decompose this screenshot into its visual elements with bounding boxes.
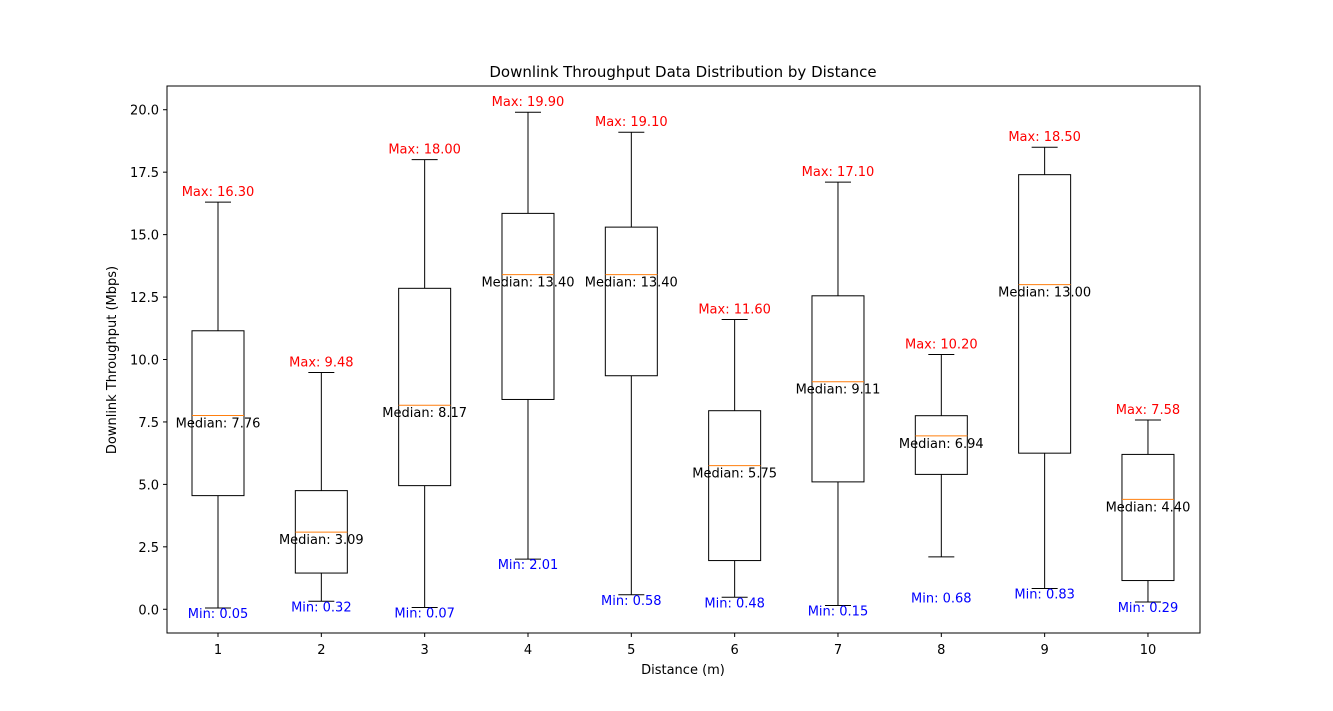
min-label: Min: 0.48 xyxy=(704,596,765,611)
y-axis-title: Downlink Throughput (Mbps) xyxy=(105,266,120,454)
x-tick-label: 5 xyxy=(627,643,635,658)
x-axis: 1 2 3 4 5 6 7 8 9 10 xyxy=(214,633,1156,658)
median-label: Median: 6.94 xyxy=(899,437,984,452)
max-label: Max: 11.60 xyxy=(698,303,771,318)
y-tick-label: 7.5 xyxy=(138,416,159,431)
min-label: Min: 0.07 xyxy=(394,607,455,622)
iqr-box xyxy=(811,295,865,483)
x-tick-label: 8 xyxy=(937,643,945,658)
y-tick-label: 5.0 xyxy=(138,478,159,493)
y-tick-label: 15.0 xyxy=(130,229,159,244)
x-axis-title: Distance (m) xyxy=(641,663,725,678)
max-label: Max: 18.00 xyxy=(388,143,461,158)
median-label: Median: 4.40 xyxy=(1106,500,1191,515)
y-tick-label: 12.5 xyxy=(130,291,159,306)
median-label: Median: 13.40 xyxy=(585,276,678,291)
median-label: Median: 7.76 xyxy=(176,416,261,431)
max-label: Max: 10.20 xyxy=(905,338,978,353)
median-label: Median: 9.11 xyxy=(796,383,881,398)
median-label: Median: 3.09 xyxy=(279,533,364,548)
min-label: Min: 0.32 xyxy=(291,600,352,615)
iqr-box xyxy=(501,212,555,400)
max-label: Max: 17.10 xyxy=(802,165,875,180)
x-tick-label: 4 xyxy=(524,643,532,658)
x-tick-label: 2 xyxy=(317,643,325,658)
median-label: Median: 13.00 xyxy=(998,286,1091,301)
median-label: Median: 8.17 xyxy=(382,406,467,421)
y-tick-label: 0.0 xyxy=(138,603,159,618)
y-tick-label: 2.5 xyxy=(138,541,159,556)
iqr-box xyxy=(1018,174,1072,454)
min-label: Min: 0.58 xyxy=(601,594,662,609)
min-label: Min: 0.29 xyxy=(1118,601,1179,616)
y-tick-label: 10.0 xyxy=(130,354,159,369)
max-label: Max: 18.50 xyxy=(1008,130,1081,145)
median-label: Median: 13.40 xyxy=(481,276,574,291)
iqr-box xyxy=(604,226,658,377)
iqr-box xyxy=(708,410,762,562)
max-label: Max: 9.48 xyxy=(289,355,353,370)
iqr-box xyxy=(914,415,968,475)
chart-title: Downlink Throughput Data Distribution by… xyxy=(489,63,876,81)
annotations-layer: Max: 16.30 Median: 7.76 Min: 0.05 Max: 9.48… xyxy=(176,95,1191,622)
x-tick-label: 10 xyxy=(1140,643,1157,658)
max-label: Max: 19.90 xyxy=(492,95,565,110)
min-label: Min: 2.01 xyxy=(498,558,559,573)
x-tick-label: 7 xyxy=(834,643,842,658)
x-tick-label: 3 xyxy=(421,643,429,658)
max-label: Max: 7.58 xyxy=(1116,403,1180,418)
x-tick-label: 6 xyxy=(731,643,739,658)
y-axis: 0.0 2.5 5.0 7.5 10.0 12.5 15.0 17.5 20.0 xyxy=(130,104,167,618)
iqr-box xyxy=(191,330,245,497)
iqr-box xyxy=(1121,453,1175,582)
y-tick-label: 17.5 xyxy=(130,166,159,181)
y-tick-label: 20.0 xyxy=(130,104,159,119)
boxes-layer xyxy=(191,111,1175,609)
min-label: Min: 0.83 xyxy=(1014,588,1075,603)
median-label: Median: 5.75 xyxy=(692,467,777,482)
iqr-box xyxy=(398,287,452,487)
x-tick-label: 9 xyxy=(1040,643,1048,658)
x-tick-label: 1 xyxy=(214,643,222,658)
min-label: Min: 0.15 xyxy=(808,605,869,620)
max-label: Max: 16.30 xyxy=(182,185,255,200)
min-label: Min: 0.05 xyxy=(188,607,249,622)
max-label: Max: 19.10 xyxy=(595,115,668,130)
min-label: Min: 0.68 xyxy=(911,591,972,606)
